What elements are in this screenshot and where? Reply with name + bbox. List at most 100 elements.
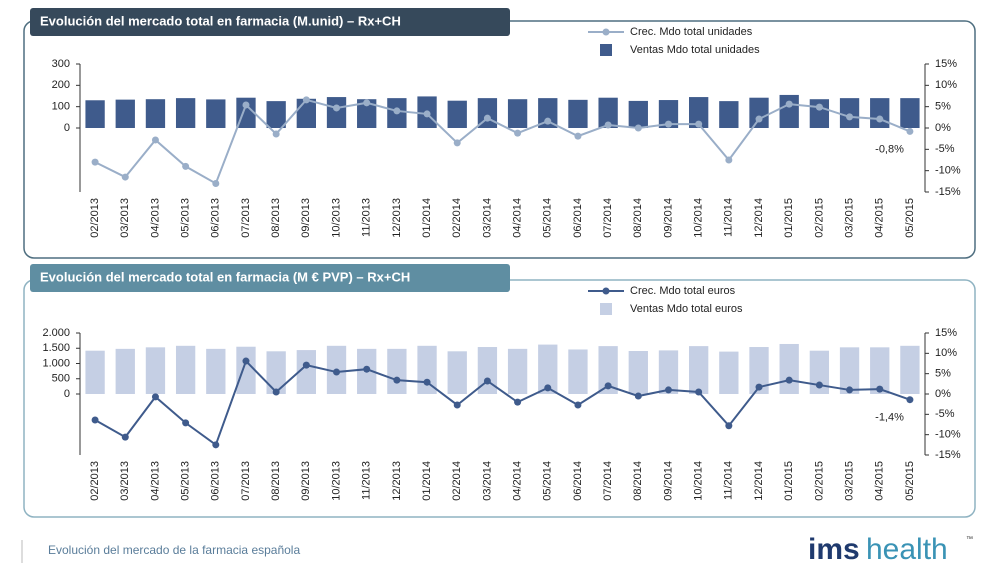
x-tick-label: 02/2013 <box>89 198 101 238</box>
panel-frame <box>23 279 976 518</box>
bar <box>689 97 709 128</box>
y-tick-label: 100 <box>52 101 70 113</box>
bar <box>658 100 679 128</box>
legend-swatch <box>602 28 610 36</box>
x-tick-label: 05/2015 <box>904 198 916 238</box>
x-tick-label: 12/2013 <box>391 461 403 501</box>
bar <box>749 347 769 394</box>
line-point <box>725 156 733 164</box>
line-point <box>423 378 431 386</box>
line-point <box>302 361 310 369</box>
x-tick-label: 08/2014 <box>632 461 644 501</box>
line-point <box>483 114 491 122</box>
legend-label: Ventas Mdo total euros <box>630 303 743 315</box>
bar <box>115 99 135 128</box>
line-point <box>151 136 159 144</box>
bar <box>206 99 226 128</box>
x-tick-label: 03/2015 <box>843 461 855 501</box>
x-tick-label: 10/2013 <box>330 198 342 238</box>
line-point <box>393 107 401 115</box>
legend-label: Ventas Mdo total unidades <box>630 44 760 56</box>
line-point <box>121 173 129 181</box>
panel-frame <box>23 20 976 259</box>
x-tick-label: 05/2015 <box>904 461 916 501</box>
line-point <box>604 121 612 129</box>
y2-tick-label: -10% <box>935 165 961 177</box>
line-point <box>302 96 310 104</box>
line-point <box>212 441 220 449</box>
chart-title: Evolución del mercado total en farmacia … <box>40 269 410 284</box>
chart-title: Evolución del mercado total en farmacia … <box>40 13 401 28</box>
bar <box>538 344 558 394</box>
title-tab <box>30 8 510 36</box>
y2-tick-label: -5% <box>935 143 955 155</box>
x-tick-label: 05/2014 <box>542 461 554 501</box>
line-point <box>423 110 431 118</box>
x-tick-label: 09/2013 <box>300 461 312 501</box>
line-point <box>242 101 250 109</box>
bar <box>719 101 739 128</box>
y2-tick-label: 0% <box>935 122 951 134</box>
line-point <box>91 416 99 424</box>
bar <box>236 346 256 394</box>
line-point <box>634 392 642 400</box>
bar <box>870 98 890 128</box>
y-tick-label: 0 <box>64 122 70 134</box>
line <box>94 98 911 185</box>
line-point <box>574 132 582 140</box>
line-point <box>272 130 280 138</box>
bar <box>115 348 135 394</box>
bar <box>326 97 347 128</box>
bar <box>568 349 588 394</box>
x-tick-label: 02/2014 <box>451 198 463 238</box>
x-tick-label: 05/2013 <box>180 461 192 501</box>
line-point <box>664 386 672 394</box>
bar <box>85 350 105 394</box>
x-tick-label: 11/2014 <box>723 198 735 237</box>
line-point <box>483 377 491 385</box>
bar <box>809 350 830 394</box>
logo: ims <box>808 533 860 563</box>
bar <box>839 98 860 128</box>
y-tick-label: 1.500 <box>42 342 70 354</box>
y-tick-label: 1.000 <box>42 357 70 369</box>
bar <box>870 347 890 394</box>
line-point <box>725 422 733 430</box>
line <box>94 359 911 447</box>
line-point <box>634 124 642 132</box>
x-tick-label: 01/2014 <box>421 198 433 238</box>
bar <box>598 346 618 394</box>
x-tick-label: 03/2014 <box>481 461 493 501</box>
x-tick-label: 04/2015 <box>874 461 886 501</box>
bar <box>749 97 769 128</box>
data-label: -0,8% <box>875 143 904 155</box>
bar <box>145 347 166 394</box>
x-tick-label: 06/2014 <box>572 198 584 238</box>
x-tick-label: 07/2013 <box>240 198 252 238</box>
line-point <box>846 113 854 121</box>
bar <box>145 99 166 128</box>
bar <box>175 98 196 128</box>
legend-label: Crec. Mdo total euros <box>630 285 736 297</box>
y2-tick-label: 15% <box>935 327 957 339</box>
x-tick-label: 09/2014 <box>662 461 674 501</box>
y2-tick-label: 0% <box>935 388 951 400</box>
line-point <box>333 104 341 112</box>
line-point <box>151 393 159 401</box>
y2-tick-label: 10% <box>935 347 957 359</box>
x-tick-label: 01/2014 <box>421 461 433 501</box>
x-tick-label: 04/2015 <box>874 198 886 238</box>
y2-tick-label: -5% <box>935 408 955 420</box>
bar <box>507 348 528 394</box>
x-tick-label: 03/2013 <box>119 461 131 501</box>
x-tick-label: 07/2014 <box>602 461 614 501</box>
line-point <box>755 115 763 123</box>
line-point <box>876 385 884 393</box>
line-point <box>212 179 220 187</box>
line-point <box>815 103 823 111</box>
y-tick-label: 500 <box>52 373 70 385</box>
x-tick-label: 04/2013 <box>149 461 161 501</box>
y2-tick-label: 10% <box>935 79 957 91</box>
line-point <box>121 433 129 441</box>
x-tick-label: 03/2015 <box>843 198 855 238</box>
